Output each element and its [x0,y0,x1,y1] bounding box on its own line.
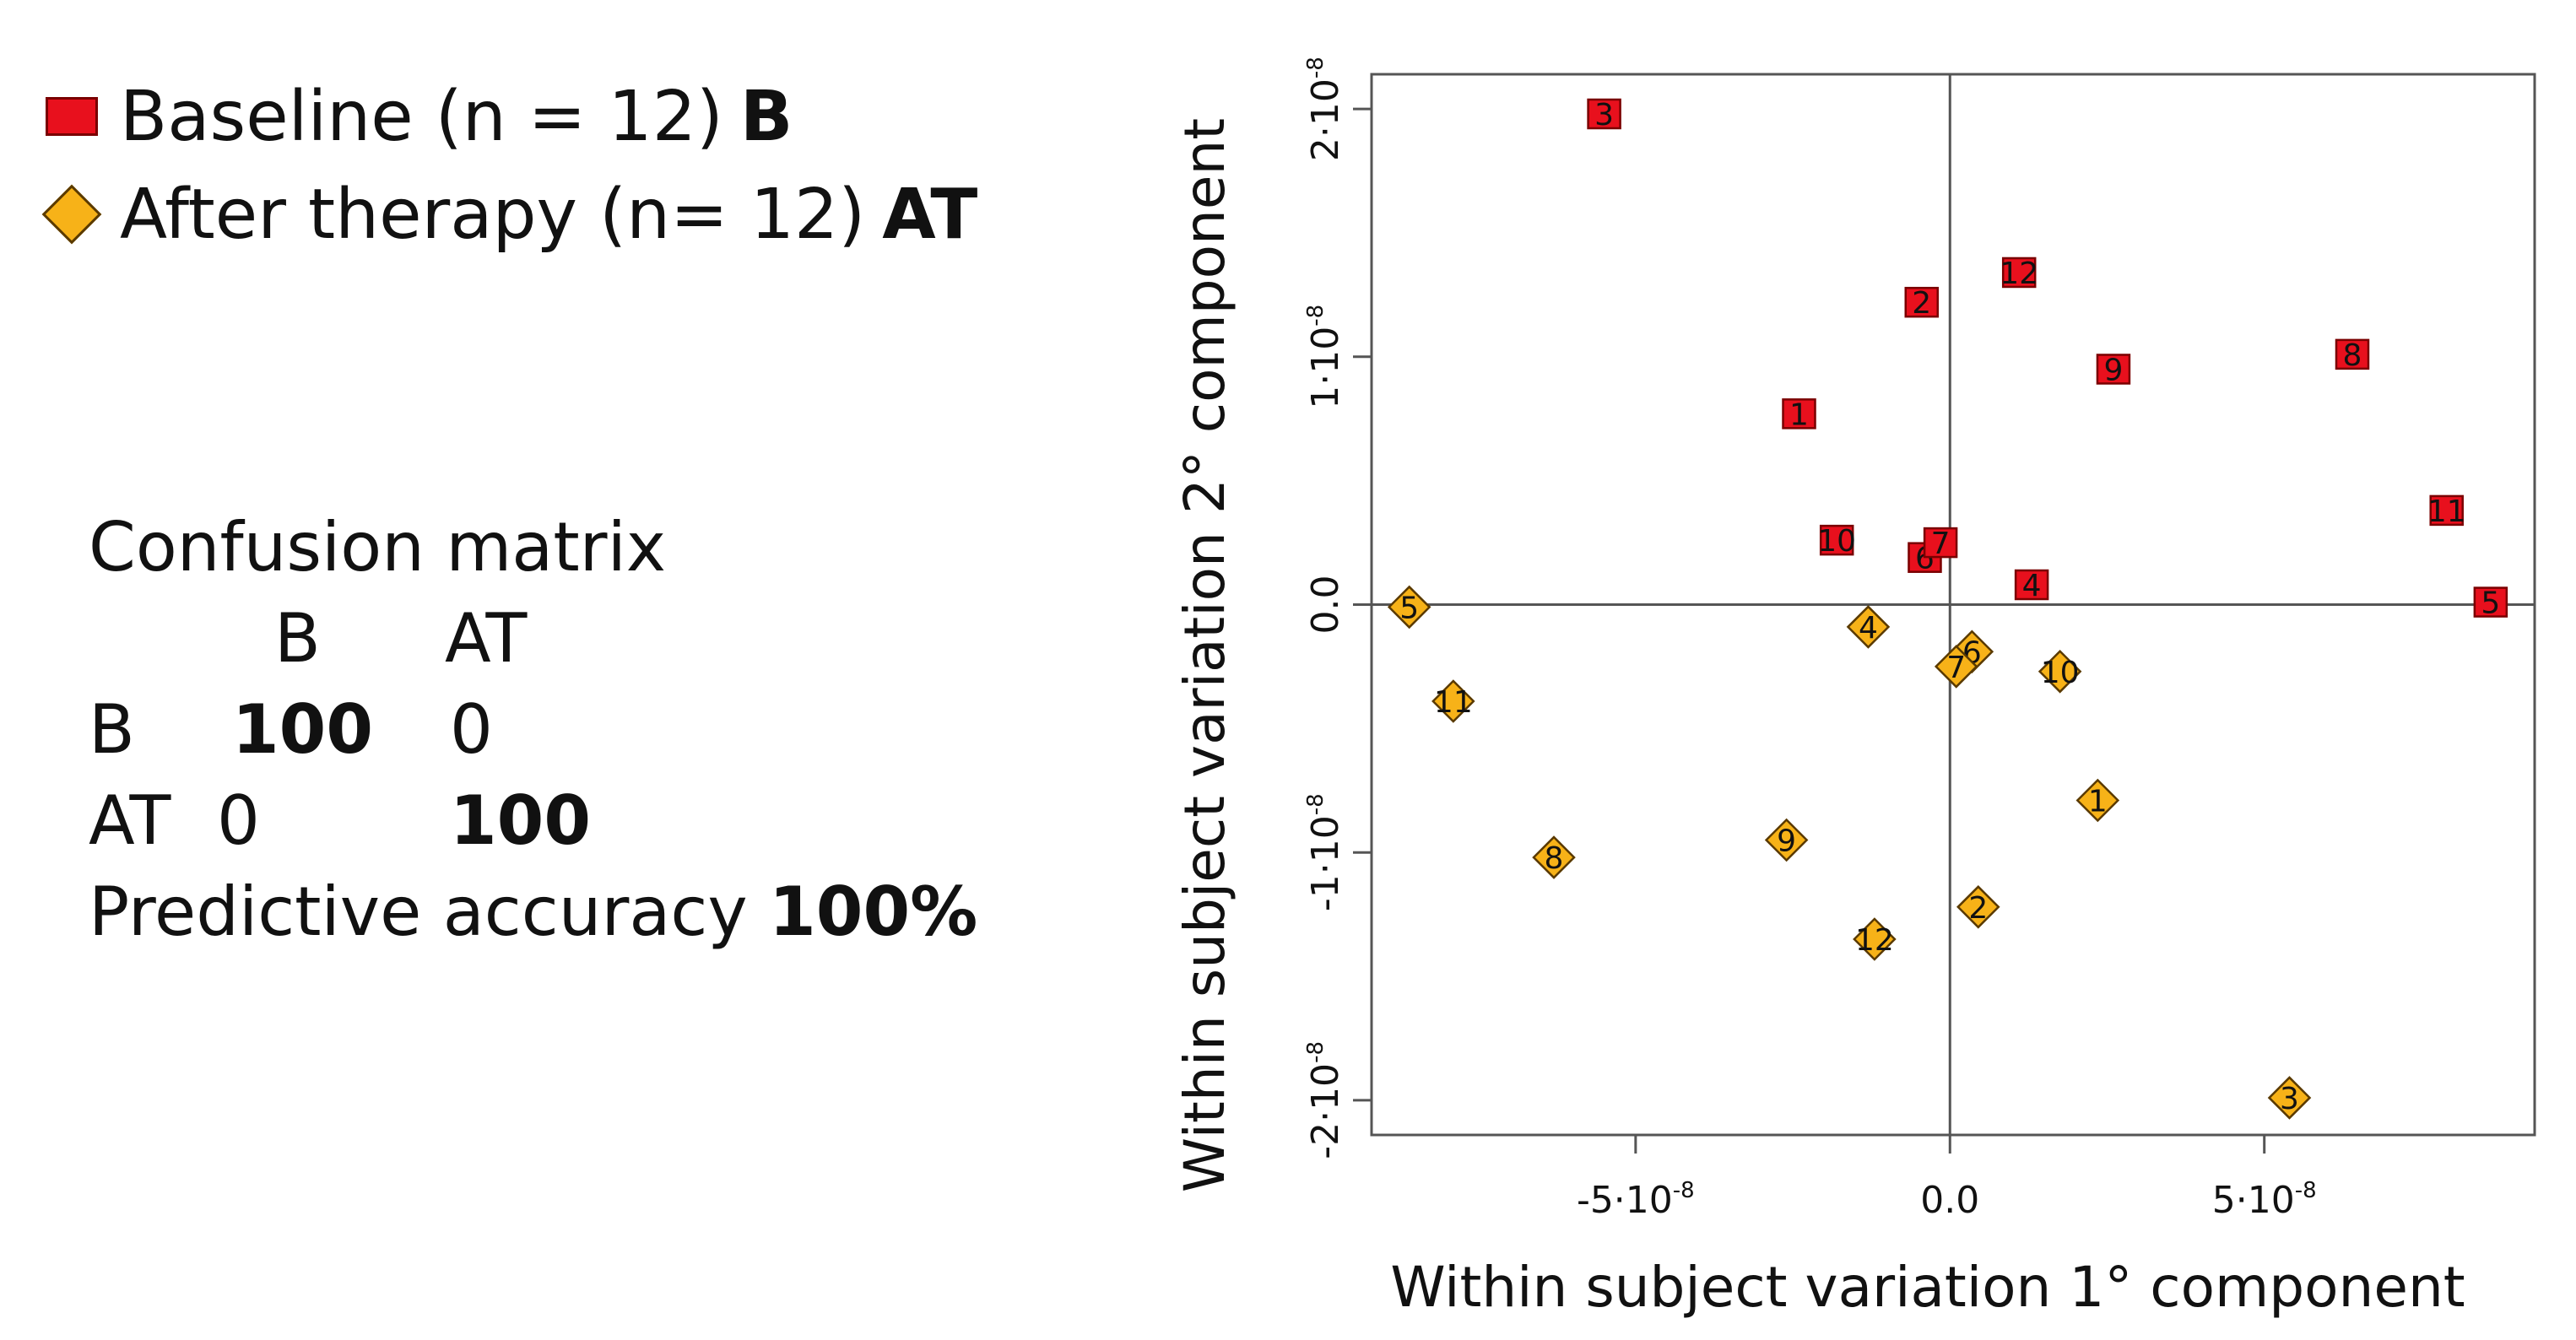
point-label: 10 [1817,524,1856,559]
y-axis-ticks: -2·10-8 -1·10-8 0.0 1·10-8 2·10-8 [1303,57,1372,1159]
baseline-point-marker [1819,524,1854,556]
confusion-row-at-label: AT [89,781,171,860]
point-label: 1 [2088,785,2108,819]
confusion-col-b: B [274,599,321,678]
after-therapy-point-marker [1387,585,1431,629]
point-label: 7 [1946,651,1966,685]
after-therapy-point-marker [1934,645,1978,689]
y-tick-label: -2·10-8 [1303,1041,1347,1159]
y-tick-label: 0.0 [1304,575,1347,635]
baseline-point-marker [2001,257,2037,289]
after-therapy-point-marker [1532,835,1576,879]
point-label: 2 [1912,286,1931,321]
after-therapy-point-marker [1764,818,1809,862]
legend-after-abbr: AT [882,174,978,255]
legend-baseline-abbr: B [739,76,793,157]
point-label: 12 [2000,257,2038,291]
accuracy-value: 100% [769,873,978,951]
point-label: 9 [2103,353,2123,387]
confusion-row-b-label: B [89,690,135,769]
accuracy-label: Predictive accuracy [89,873,748,951]
confusion-at-at: 100 [450,781,591,860]
x-tick-label: 5·10-8 [2212,1178,2317,1222]
point-label: 11 [1434,685,1473,720]
y-tick-label: 1·10-8 [1303,305,1347,409]
point-label: 7 [1931,527,1951,561]
point-label: 3 [1594,98,1614,132]
accuracy-line: Predictive accuracy 100% [89,867,977,958]
confusion-title: Confusion matrix [89,508,667,586]
baseline-point-marker [2473,586,2508,618]
red-square-icon [42,87,101,146]
y-axis-title: Within subject variation 2° component [1172,118,1237,1192]
point-label: 11 [2427,494,2466,529]
point-label: 1 [1789,397,1809,432]
legend-after-text: After therapy (n= 12) [120,174,866,255]
legend: Baseline (n = 12) B After therapy (n= 12… [41,68,978,263]
point-label: 2 [1968,891,1988,926]
x-axis-title: Within subject variation 1° component [1390,1255,2465,1320]
confusion-at-b: 0 [217,781,260,860]
point-label: 8 [2343,338,2362,373]
baseline-point-marker [1923,527,1958,559]
confusion-b-b: 100 [232,690,373,769]
y-tick-label: -1·10-8 [1303,793,1347,911]
baseline-point-marker [1782,398,1816,430]
baseline-point-marker [2429,494,2464,527]
legend-after-therapy: After therapy (n= 12) AT [41,165,978,263]
baseline-point-marker [1904,286,1940,318]
point-label: 12 [1855,923,1894,958]
legend-baseline-text: Baseline (n = 12) [120,76,723,157]
after-therapy-point-marker [1431,679,1475,723]
x-tick-label: 0.0 [1920,1179,1979,1222]
point-label: 5 [2481,586,2500,621]
after-therapy-point-marker [1853,917,1897,961]
after-therapy-point-marker [2267,1076,2312,1120]
point-label: 5 [1399,591,1419,625]
after-therapy-point-marker [2038,650,2082,694]
baseline-point-marker [1587,98,1621,130]
point-label: 10 [2041,656,2080,690]
y-tick-label: 2·10-8 [1303,57,1347,161]
confusion-col-at: AT [445,599,528,678]
after-therapy-point-marker [1956,885,2000,929]
after-therapy-point-marker [1846,605,1891,649]
point-label: 4 [1859,611,1878,646]
point-label: 8 [1545,841,1564,876]
baseline-point-marker [2335,338,2370,370]
point-label: 9 [1777,824,1796,859]
after-therapy-point-marker [2075,778,2120,823]
baseline-point-marker [2096,354,2131,385]
confusion-b-at: 0 [450,690,493,769]
x-tick-label: -5·10-8 [1577,1178,1695,1222]
legend-baseline: Baseline (n = 12) B [42,68,977,165]
point-label: 4 [2022,569,2042,603]
baseline-point-marker [2014,569,2049,601]
x-axis-ticks: -5·10-8 0.0 5·10-8 [1577,1135,2317,1222]
point-label: 3 [2280,1082,2299,1116]
